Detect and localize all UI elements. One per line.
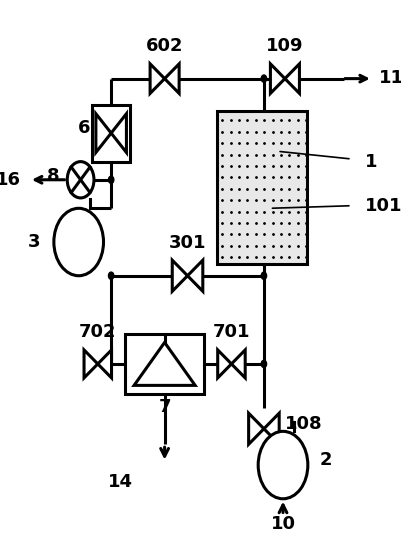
Polygon shape [150,64,164,93]
Text: 2: 2 [318,451,331,469]
Text: 602: 602 [146,37,183,55]
Bar [92,104,130,162]
Circle shape [261,272,266,280]
Polygon shape [134,342,194,385]
Text: 8: 8 [47,167,59,185]
Text: 1: 1 [364,153,377,170]
Text: 108: 108 [284,414,322,432]
Polygon shape [164,64,179,93]
Circle shape [67,162,94,198]
Circle shape [108,272,113,280]
Polygon shape [217,350,231,378]
Circle shape [261,75,266,82]
Polygon shape [270,64,284,93]
Text: 301: 301 [168,234,206,252]
Text: 101: 101 [364,197,401,215]
Circle shape [108,176,113,183]
Circle shape [257,431,307,499]
Polygon shape [111,114,126,152]
Text: 16: 16 [0,171,21,189]
Polygon shape [84,350,97,378]
Text: 11: 11 [378,69,401,87]
Polygon shape [95,114,111,152]
Polygon shape [248,413,263,444]
Polygon shape [263,413,278,444]
Polygon shape [97,350,111,378]
Text: 7: 7 [158,397,170,416]
Bar [217,111,306,264]
Polygon shape [187,260,202,291]
Circle shape [261,360,266,367]
Polygon shape [284,64,299,93]
Text: 3: 3 [28,233,41,251]
Text: 14: 14 [108,473,133,491]
Text: 6: 6 [77,119,90,137]
Circle shape [54,208,103,276]
Polygon shape [172,260,187,291]
Text: 702: 702 [79,323,116,341]
Text: 10: 10 [270,515,295,533]
Text: 701: 701 [212,323,249,341]
Polygon shape [231,350,245,378]
Text: 109: 109 [265,37,303,55]
Bar [125,334,203,394]
